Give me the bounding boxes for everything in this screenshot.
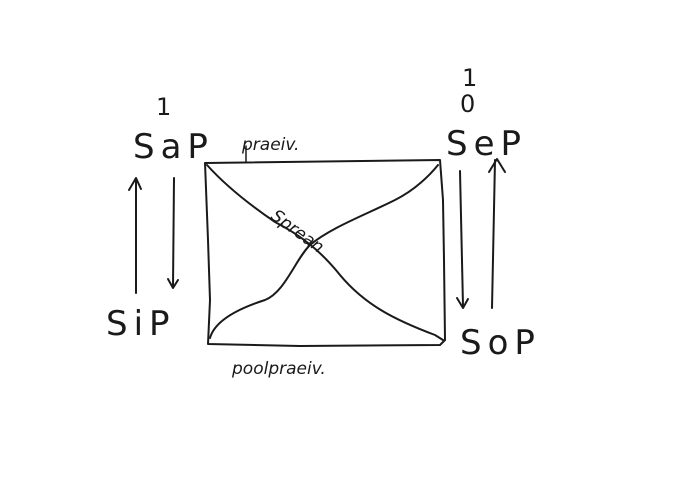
label-bottom-right: SoP <box>460 323 541 363</box>
right-down-arrowhead <box>456 297 469 309</box>
diagonal-bottom-left-to-top-right <box>209 164 439 339</box>
right-down-arrow <box>459 170 464 307</box>
square-frame <box>204 159 446 347</box>
label-bottom-left: SiP <box>106 304 176 344</box>
label-top-right: SeP <box>446 124 527 164</box>
label-top-right-superscript-one: 1 <box>462 64 477 92</box>
diagonal-top-left-to-bottom-right <box>206 164 444 341</box>
label-top-left: SaP <box>133 127 214 167</box>
right-up-arrowhead <box>488 158 506 173</box>
label-top-edge: praeiv. <box>241 135 299 155</box>
right-up-arrow <box>491 159 496 309</box>
label-top-left-superscript: 1 <box>156 93 171 121</box>
label-top-right-superscript-zero: 0 <box>460 90 475 118</box>
label-bottom-edge: poolpraeiv. <box>231 359 326 379</box>
label-center: Sprean <box>267 206 327 258</box>
left-down-arrowhead <box>167 278 179 289</box>
left-up-arrowhead <box>128 177 142 191</box>
left-down-arrow <box>172 177 175 288</box>
